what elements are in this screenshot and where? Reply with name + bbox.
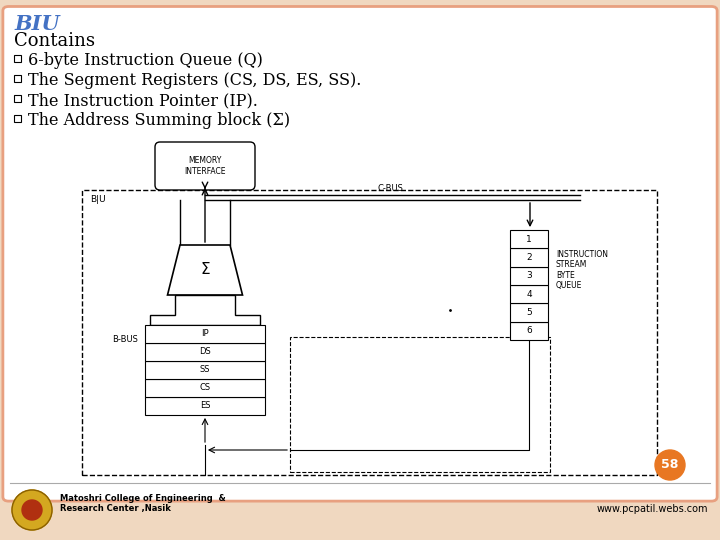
Bar (14, 55, 21, 62)
Text: 4: 4 (526, 289, 532, 299)
Text: 1: 1 (526, 235, 532, 244)
Bar (510, 230, 548, 248)
Bar (510, 267, 548, 285)
Text: 5: 5 (526, 308, 532, 317)
Text: BIU: BIU (14, 14, 60, 34)
Bar (510, 322, 548, 340)
Text: Σ: Σ (200, 262, 210, 278)
Circle shape (22, 500, 42, 520)
Bar (14, 115, 21, 122)
Text: CS: CS (199, 383, 210, 393)
Bar (510, 248, 548, 267)
Text: 3: 3 (526, 271, 532, 280)
Text: The Instruction Pointer (IP).: The Instruction Pointer (IP). (28, 92, 258, 109)
Text: The Segment Registers (CS, DS, ES, SS).: The Segment Registers (CS, DS, ES, SS). (28, 72, 361, 89)
Bar (145, 397, 265, 415)
Text: www.pcpatil.webs.com: www.pcpatil.webs.com (596, 504, 708, 514)
Text: C-BUS: C-BUS (377, 184, 403, 193)
Text: Research Center ,Nasik: Research Center ,Nasik (60, 504, 171, 513)
Text: 2: 2 (526, 253, 532, 262)
Text: 6: 6 (526, 326, 532, 335)
Text: IP: IP (201, 329, 209, 339)
Text: Matoshri College of Engineering  &: Matoshri College of Engineering & (60, 494, 226, 503)
Polygon shape (150, 295, 260, 325)
Circle shape (655, 450, 685, 480)
Text: Contains: Contains (14, 32, 95, 50)
Bar (510, 285, 548, 303)
Text: INSTRUCTION
STREAM
BYTE
QUEUE: INSTRUCTION STREAM BYTE QUEUE (556, 250, 608, 290)
Bar (145, 379, 265, 397)
Text: B-BUS: B-BUS (112, 335, 138, 345)
Bar (145, 361, 265, 379)
Text: 6-byte Instruction Queue (Q): 6-byte Instruction Queue (Q) (28, 52, 263, 69)
Circle shape (12, 490, 52, 530)
Bar (14, 95, 21, 102)
Bar (510, 303, 548, 322)
Bar (145, 343, 265, 361)
Text: SS: SS (199, 366, 210, 375)
Text: The Address Summing block (Σ): The Address Summing block (Σ) (28, 112, 290, 129)
FancyBboxPatch shape (155, 142, 255, 190)
Polygon shape (168, 245, 243, 295)
Bar (290, 337, 550, 472)
Bar (145, 325, 265, 343)
Text: ES: ES (199, 402, 210, 410)
Text: MEMORY
INTERFACE: MEMORY INTERFACE (184, 156, 226, 176)
Text: 58: 58 (661, 458, 679, 471)
Text: DS: DS (199, 348, 211, 356)
Text: B|U: B|U (90, 195, 106, 204)
Bar (14, 75, 21, 82)
Bar (82, 190, 657, 475)
